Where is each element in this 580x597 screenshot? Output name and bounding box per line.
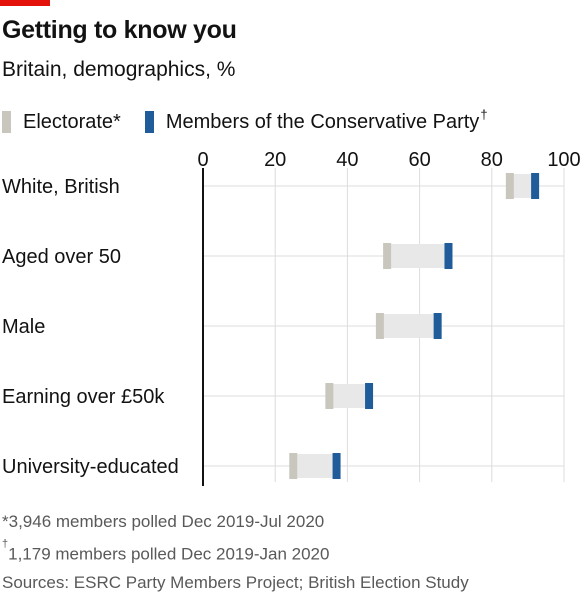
legend-swatch-members — [144, 111, 154, 133]
chart-title: Getting to know you — [2, 16, 237, 44]
footnote-2-text: 1,179 members polled Dec 2019-Jan 2020 — [8, 544, 330, 564]
range-band — [329, 384, 370, 408]
brand-accent-bar — [0, 0, 50, 6]
footnote-2-mark: † — [2, 538, 9, 550]
range-band — [387, 244, 449, 268]
members-marker — [332, 453, 341, 479]
electorate-marker — [375, 313, 384, 339]
category-label: Earning over £50k — [2, 386, 165, 408]
members-marker — [531, 173, 540, 199]
x-tick-label: 20 — [264, 149, 286, 171]
chart-subtitle: Britain, demographics, % — [2, 58, 236, 81]
electorate-marker — [505, 173, 514, 199]
footnote-2: †1,179 members polled Dec 2019-Jan 2020 — [2, 536, 469, 569]
members-marker — [444, 243, 453, 269]
range-band — [509, 174, 536, 198]
source-note: Sources: ESRC Party Members Project; Bri… — [2, 572, 469, 592]
x-tick-label: 60 — [408, 149, 430, 171]
range-band — [379, 314, 438, 338]
members-marker — [433, 313, 442, 339]
x-tick-label: 80 — [481, 149, 503, 171]
legend-dagger: † — [480, 106, 488, 122]
legend-swatch-electorate — [2, 111, 11, 133]
legend-label-members: Members of the Conservative Party — [165, 110, 480, 133]
footnote-1: *3,946 members polled Dec 2019-Jul 2020 — [2, 512, 325, 531]
x-tick-label: 100 — [547, 149, 580, 171]
legend-item-members: Members of the Conservative Party † — [144, 107, 488, 134]
legend: Electorate* Members of the Conservative … — [2, 107, 512, 136]
footnotes: *3,946 members polled Dec 2019-Jul 2020 … — [2, 508, 469, 597]
electorate-marker — [289, 453, 298, 479]
category-label: Aged over 50 — [2, 246, 121, 268]
x-tick-label: 40 — [336, 149, 358, 171]
range-band — [293, 454, 337, 478]
electorate-marker — [383, 243, 392, 269]
legend-label-electorate: Electorate* — [23, 110, 121, 133]
x-tick-label: 0 — [197, 149, 208, 171]
legend-item-electorate: Electorate* — [2, 111, 121, 134]
members-marker — [365, 383, 374, 409]
category-label: University-educated — [2, 456, 179, 478]
category-label: White, British — [2, 176, 120, 198]
electorate-marker — [325, 383, 334, 409]
dot-chart: 0 20 40 60 80 100 White, British Aged over 50 Ma… — [2, 149, 580, 486]
category-label: Male — [2, 316, 45, 338]
